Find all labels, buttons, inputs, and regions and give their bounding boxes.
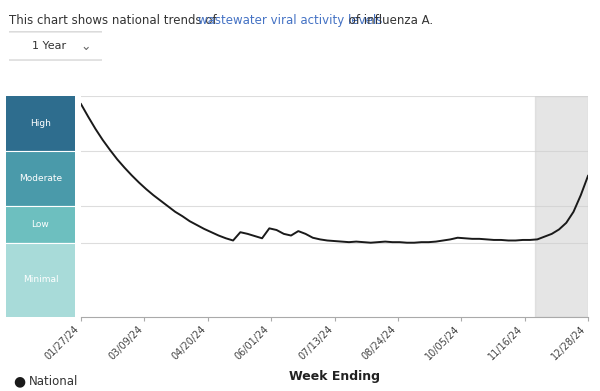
Text: wastewater viral activity levels: wastewater viral activity levels	[198, 14, 382, 27]
Text: of influenza A.: of influenza A.	[345, 14, 433, 27]
Bar	[6, 151, 75, 206]
Text: National: National	[29, 375, 78, 388]
X-axis label: Week Ending: Week Ending	[289, 370, 380, 383]
Bar	[535, 96, 588, 317]
Text: This chart shows national trends of: This chart shows national trends of	[9, 14, 220, 27]
FancyBboxPatch shape	[7, 32, 104, 60]
Bar	[6, 96, 75, 151]
Text: High: High	[30, 119, 51, 128]
Text: Minimal: Minimal	[23, 276, 58, 285]
Bar	[6, 206, 75, 243]
Bar	[6, 243, 75, 317]
Text: 1 Year: 1 Year	[32, 41, 67, 51]
Text: ●: ●	[13, 374, 25, 388]
Text: Low: Low	[32, 220, 49, 229]
Text: Moderate: Moderate	[19, 174, 62, 183]
Text: ⌄: ⌄	[80, 40, 91, 53]
